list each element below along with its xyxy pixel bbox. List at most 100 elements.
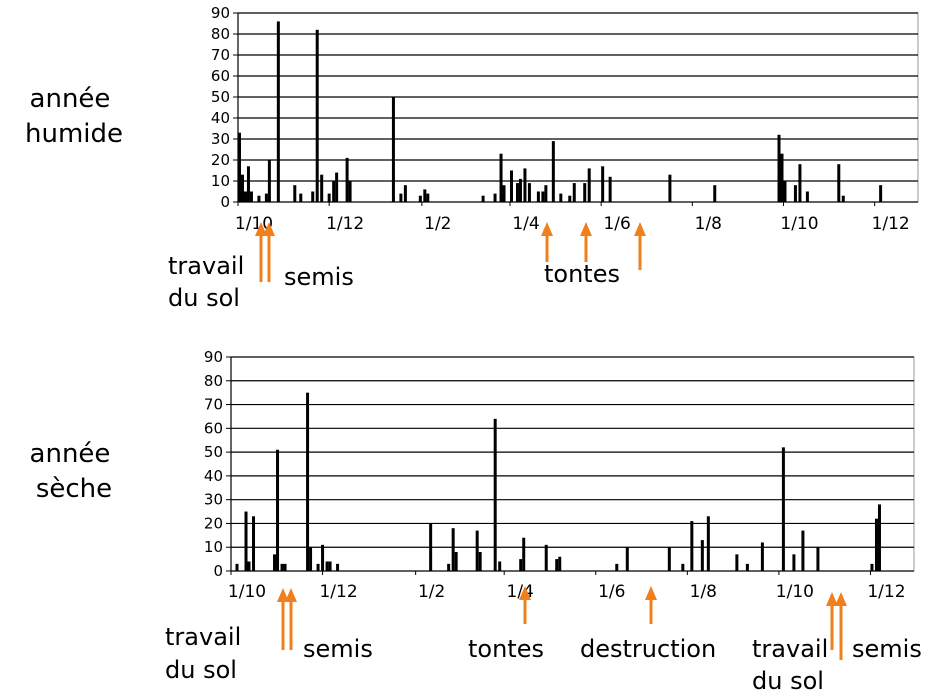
bar [247, 561, 251, 571]
label-semis-2: semis [303, 635, 373, 663]
bar [877, 504, 881, 571]
bar [760, 542, 764, 571]
bar [257, 195, 261, 202]
bar [837, 164, 841, 202]
bar [519, 559, 523, 571]
bar [399, 193, 403, 202]
x-tick-label: 1/6 [598, 582, 625, 602]
bar [316, 563, 320, 571]
y-tick-label: 0 [213, 562, 223, 580]
bar [713, 185, 717, 202]
y-tick-label: 80 [211, 25, 230, 43]
row-label-humide-line2: humide [25, 119, 123, 149]
x-tick-label: 1/12 [326, 214, 364, 234]
bar [321, 544, 325, 571]
bar [237, 132, 241, 202]
bar [870, 563, 874, 571]
bar [667, 547, 671, 571]
y-tick-label: 40 [204, 467, 223, 485]
bar [523, 168, 527, 202]
row-label-seche-line1: année [30, 439, 111, 469]
y-tick-label: 40 [211, 109, 230, 127]
arrowhead-tonte-1b [580, 222, 592, 236]
bar [515, 183, 519, 202]
bar [345, 157, 349, 202]
bar [780, 153, 784, 202]
bar [418, 195, 422, 202]
arrowhead-semis-2 [285, 588, 297, 602]
bar [700, 540, 704, 571]
y-tick-label: 10 [204, 538, 223, 556]
y-tick-label: 80 [204, 372, 223, 390]
y-tick-label: 10 [211, 172, 230, 190]
y-tick-label: 20 [204, 514, 223, 532]
bar [509, 170, 513, 202]
bar [841, 195, 845, 202]
y-tick-label: 70 [211, 46, 230, 64]
bar [816, 547, 820, 571]
bar [246, 166, 250, 202]
bar [325, 561, 329, 571]
bar [681, 563, 685, 571]
label-tontes-1: tontes [544, 260, 620, 288]
bar [280, 563, 284, 571]
bar [327, 193, 331, 202]
bar [315, 29, 319, 202]
bar [481, 195, 485, 202]
bar [690, 521, 694, 571]
bar [615, 563, 619, 571]
bar [555, 559, 559, 571]
bar [777, 134, 781, 202]
bar [783, 181, 787, 202]
bar [706, 516, 710, 571]
label-destruction-2: destruction [580, 635, 716, 663]
bar [475, 530, 479, 571]
bar [240, 174, 244, 202]
bar [276, 21, 280, 203]
bar [522, 537, 526, 571]
row-label-seche-line2: sèche [36, 474, 112, 504]
bar [502, 185, 506, 202]
label-semis-1: semis [284, 263, 354, 291]
row-label-humide-line1: année [30, 84, 111, 114]
bar [426, 193, 430, 202]
bar [572, 183, 576, 202]
arrowhead-semis-1 [263, 222, 275, 236]
bar [235, 563, 239, 571]
bar [454, 551, 458, 571]
bar [745, 563, 749, 571]
bar [608, 176, 612, 202]
bar [792, 554, 796, 571]
bar [249, 191, 253, 202]
bar [429, 523, 433, 571]
bar [781, 447, 785, 571]
x-tick-label: 1/12 [867, 582, 905, 602]
bar [544, 185, 548, 202]
bar [527, 183, 531, 202]
bar [568, 195, 572, 202]
plot-frame [230, 356, 915, 572]
arrowhead-tonte-1a [541, 222, 553, 236]
bar [336, 563, 340, 571]
x-tick-label: 1/12 [319, 582, 357, 602]
y-tick-label: 50 [204, 443, 223, 461]
chart2-arrows [277, 586, 847, 660]
label-du-sol-2: du sol [165, 656, 237, 684]
bar [668, 174, 672, 202]
bar [478, 551, 482, 571]
bar [536, 191, 540, 202]
bar [391, 97, 395, 202]
bar [423, 189, 427, 202]
bar [498, 561, 502, 571]
arrowhead-travail-1 [255, 222, 267, 236]
y-tick-label: 90 [211, 4, 230, 22]
bar [447, 563, 451, 571]
arrowhead-tontes-2 [519, 586, 531, 600]
y-tick-label: 90 [204, 348, 223, 366]
y-tick-label: 60 [204, 419, 223, 437]
bar [309, 547, 313, 571]
bar [332, 181, 336, 202]
label-travail-2b: travail [752, 635, 828, 663]
y-tick-label: 0 [220, 193, 230, 211]
